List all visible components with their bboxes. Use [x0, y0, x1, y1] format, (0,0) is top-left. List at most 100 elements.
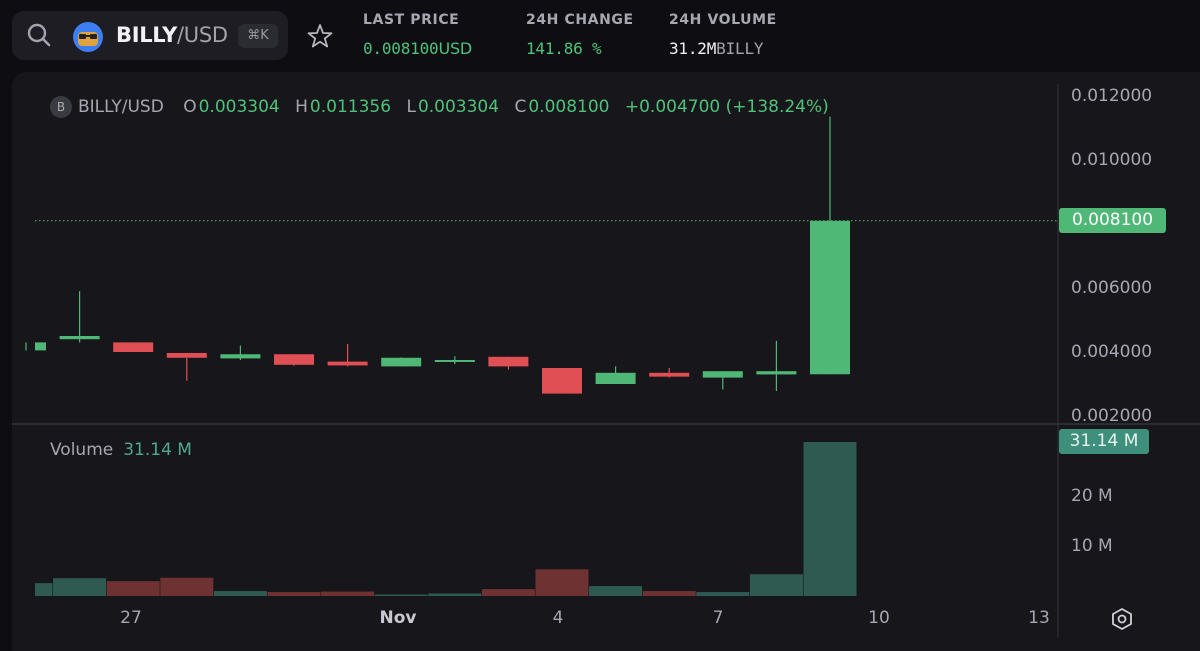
time-tick: Nov	[379, 608, 417, 628]
candle-body	[381, 357, 422, 367]
price-tick: 0.004000	[1071, 342, 1153, 362]
volume-bar	[749, 574, 803, 596]
legend-symbol: BILLY/USD	[78, 97, 164, 117]
candle-body	[59, 336, 100, 340]
volume-bar	[160, 577, 214, 596]
time-tick: 4	[552, 608, 564, 628]
candle-body	[595, 372, 636, 384]
legend-close-value: 0.008100	[528, 97, 610, 117]
volume-legend: Volume 31.14 M	[50, 440, 192, 460]
shortcut-badge: ⌘K	[238, 24, 278, 48]
candle	[25, 342, 46, 351]
ohlc-legend: B BILLY/USD O 0.003304 H 0.011356 L 0.003304…	[50, 96, 835, 118]
candle	[488, 356, 529, 370]
candle	[595, 366, 636, 384]
chart-settings-icon[interactable]	[1110, 607, 1134, 631]
candle-body	[756, 371, 797, 375]
last-price-value: 0.008100USD	[363, 39, 472, 58]
candle-body	[166, 352, 207, 358]
volume-bar	[213, 591, 267, 596]
volume-bar	[481, 589, 535, 596]
volume-tick: 20 M	[1071, 486, 1113, 506]
legend-open-value: 0.003304	[198, 97, 280, 117]
time-tick: 10	[868, 608, 890, 628]
change-24h-number: 141.86	[526, 39, 583, 58]
legend-open-label: O	[183, 97, 197, 117]
last-price-tag: 0.008100	[1059, 208, 1166, 233]
candle	[756, 340, 797, 392]
change-24h-value: 141.86 %	[526, 39, 602, 58]
candle	[113, 342, 154, 352]
candle	[702, 371, 743, 390]
volume-bar	[321, 591, 375, 596]
candle	[59, 291, 100, 343]
time-tick: 7	[712, 608, 724, 628]
change-24h-label: 24H CHANGE	[526, 12, 634, 28]
pair-name[interactable]: BILLY/USD	[116, 23, 228, 47]
candle-body	[434, 360, 475, 362]
price-tick: 0.002000	[1071, 406, 1153, 426]
coin-logo-icon	[73, 22, 103, 52]
volume-24h-value: 31.2MBILLY	[669, 39, 764, 58]
legend-low-label: L	[406, 97, 416, 117]
legend-high-value: 0.011356	[309, 97, 392, 117]
candle-body	[702, 371, 743, 378]
symbol-badge: B	[50, 96, 72, 118]
candle	[381, 357, 422, 367]
candle-body	[649, 372, 690, 377]
volume-bar	[803, 442, 857, 596]
candle	[274, 354, 314, 366]
volume-bar	[535, 569, 589, 596]
search-icon[interactable]	[26, 22, 52, 48]
candle	[649, 368, 690, 378]
volume-24h-number: 31.2M	[669, 39, 717, 58]
volume-bar	[53, 578, 107, 596]
volume-bar	[589, 586, 643, 596]
volume-legend-value: 31.14 M	[123, 440, 192, 460]
candle-body	[542, 368, 582, 394]
price-tick: 0.012000	[1071, 86, 1153, 106]
volume-bar	[374, 594, 428, 596]
volume-bar	[106, 581, 160, 596]
legend-low-value: 0.003304	[417, 97, 500, 117]
price-tick: 0.006000	[1071, 278, 1153, 298]
chart-panel[interactable]	[12, 72, 1200, 651]
candle	[220, 345, 261, 360]
volume-tick: 10 M	[1071, 536, 1113, 556]
candle-body	[35, 342, 46, 351]
change-24h-unit: %	[592, 39, 602, 58]
last-price-label: LAST PRICE	[363, 12, 460, 28]
last-price-unit: USD	[438, 39, 473, 58]
candle-body	[274, 354, 314, 365]
time-tick: 13	[1028, 608, 1050, 628]
volume-24h-unit: BILLY	[716, 39, 764, 58]
candle	[166, 352, 207, 381]
candle	[327, 344, 368, 367]
candle-body	[327, 361, 368, 366]
legend-high-label: H	[295, 97, 308, 117]
candle-body	[113, 342, 154, 352]
candle-body	[810, 220, 850, 375]
volume-24h-label: 24H VOLUME	[669, 12, 777, 28]
candle-body	[488, 356, 529, 367]
time-tick: 27	[120, 608, 142, 628]
legend-change: +0.004700 (+138.24%)	[624, 97, 829, 117]
candle	[434, 356, 475, 365]
favorite-star-icon[interactable]	[307, 23, 333, 49]
price-tick: 0.010000	[1071, 150, 1153, 170]
volume-bar	[35, 583, 53, 596]
volume-bar	[696, 592, 750, 596]
volume-legend-label: Volume	[50, 440, 114, 460]
candle	[810, 116, 850, 375]
volume-tag: 31.14 M	[1059, 429, 1149, 454]
volume-bar	[267, 592, 321, 596]
legend-close-label: C	[514, 97, 527, 117]
volume-bar	[428, 593, 482, 596]
volume-bar	[642, 591, 696, 596]
pair-base: BILLY	[116, 23, 178, 47]
candle	[542, 368, 582, 394]
candle-body	[220, 354, 261, 359]
pair-quote: /USD	[177, 23, 228, 47]
top-bar: BILLY/USD ⌘K LAST PRICE 0.008100USD 24H …	[0, 0, 1200, 72]
